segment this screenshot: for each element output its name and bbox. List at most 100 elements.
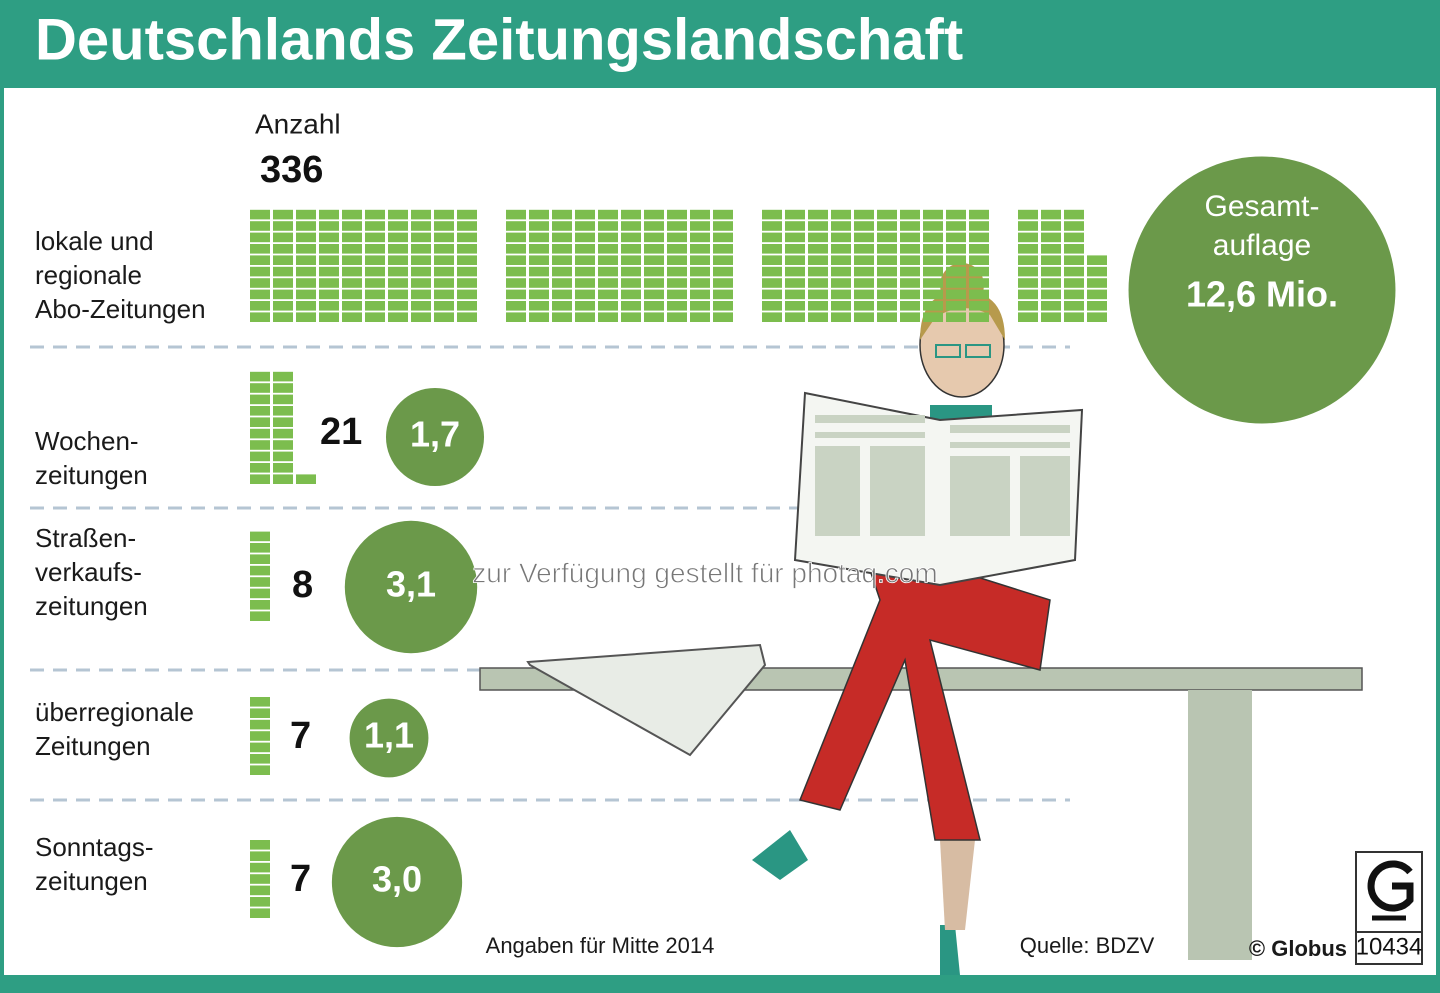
count-block [1064, 266, 1084, 277]
count-block [946, 301, 966, 311]
count-block [273, 451, 293, 462]
count-block [1064, 278, 1084, 288]
count-block [250, 278, 270, 288]
count-block [250, 232, 270, 243]
count-block [250, 289, 270, 300]
count-block [250, 209, 270, 220]
count-block [667, 312, 687, 322]
count-block [1018, 209, 1038, 220]
count-block [250, 451, 270, 462]
count-block [713, 255, 733, 265]
count-block [296, 232, 316, 243]
category-label: Wochen- [35, 426, 139, 456]
count-block [621, 266, 641, 277]
count-block [900, 289, 920, 300]
count-block [621, 278, 641, 288]
count-block [250, 897, 270, 907]
count-block [296, 209, 316, 220]
count-block [1064, 232, 1084, 243]
count-block [529, 289, 549, 300]
count-block [923, 266, 943, 277]
category-label: Abo-Zeitungen [35, 294, 206, 324]
circulation-circle [385, 387, 485, 487]
count-block [575, 289, 595, 300]
count-block [877, 209, 897, 220]
count-block [434, 209, 454, 220]
count-block [900, 266, 920, 277]
category-label: zeitungen [35, 460, 148, 490]
count-block [1018, 255, 1038, 265]
count-block [969, 301, 989, 311]
count-block [690, 266, 710, 277]
count-block [854, 221, 874, 231]
count-block [575, 301, 595, 311]
count-block [900, 278, 920, 288]
count-block [854, 255, 874, 265]
count-block [831, 221, 851, 231]
circulation-label: 3,1 [386, 564, 436, 605]
count-block [365, 289, 385, 300]
count-block [250, 244, 270, 254]
count-block [319, 244, 339, 254]
count-block [319, 221, 339, 231]
count-block [785, 312, 805, 322]
count-block [250, 463, 270, 473]
count-block [1018, 244, 1038, 254]
count-block [785, 209, 805, 220]
count-block [1041, 266, 1061, 277]
count-block [575, 232, 595, 243]
category-label: Zeitungen [35, 731, 151, 761]
count-block [457, 289, 477, 300]
count-block [598, 289, 618, 300]
count-block [808, 221, 828, 231]
count-block [388, 278, 408, 288]
count-block [296, 255, 316, 265]
count-block [365, 266, 385, 277]
count-block [506, 209, 526, 220]
shoe [752, 830, 808, 880]
count-block [900, 301, 920, 311]
count-block [250, 600, 270, 610]
count-block [946, 221, 966, 231]
count-block [273, 463, 293, 473]
count-block [946, 266, 966, 277]
count-block [621, 301, 641, 311]
count-block [365, 312, 385, 322]
count-block [506, 255, 526, 265]
count-block [365, 301, 385, 311]
count-block [273, 278, 293, 288]
count-block [506, 278, 526, 288]
leg-skin [940, 840, 975, 930]
count-block [1087, 278, 1107, 288]
count-block [273, 417, 293, 427]
count-heading: Anzahl [255, 108, 341, 139]
count-block [411, 255, 431, 265]
circulation-circle [349, 698, 429, 778]
count-block [713, 312, 733, 322]
count-block [1064, 255, 1084, 265]
count-block [690, 301, 710, 311]
count-block [250, 371, 270, 382]
count-block [900, 232, 920, 243]
count-block [273, 371, 293, 382]
circulation-label: 1,1 [364, 715, 414, 756]
count-block [831, 232, 851, 243]
count-block [434, 289, 454, 300]
count-block [365, 209, 385, 220]
count-block [1041, 312, 1061, 322]
folded-newspaper [526, 643, 767, 757]
count-block [273, 474, 293, 484]
count-block [877, 266, 897, 277]
count-block [273, 209, 293, 220]
category-label: zeitungen [35, 866, 148, 896]
count-block [1041, 289, 1061, 300]
footer-band [0, 975, 1440, 993]
count-block [457, 209, 477, 220]
count-block [273, 312, 293, 322]
count-block [319, 289, 339, 300]
count-block [529, 209, 549, 220]
count-block [506, 266, 526, 277]
count-block [946, 209, 966, 220]
category-label: Straßen- [35, 523, 136, 553]
count-block [250, 394, 270, 405]
